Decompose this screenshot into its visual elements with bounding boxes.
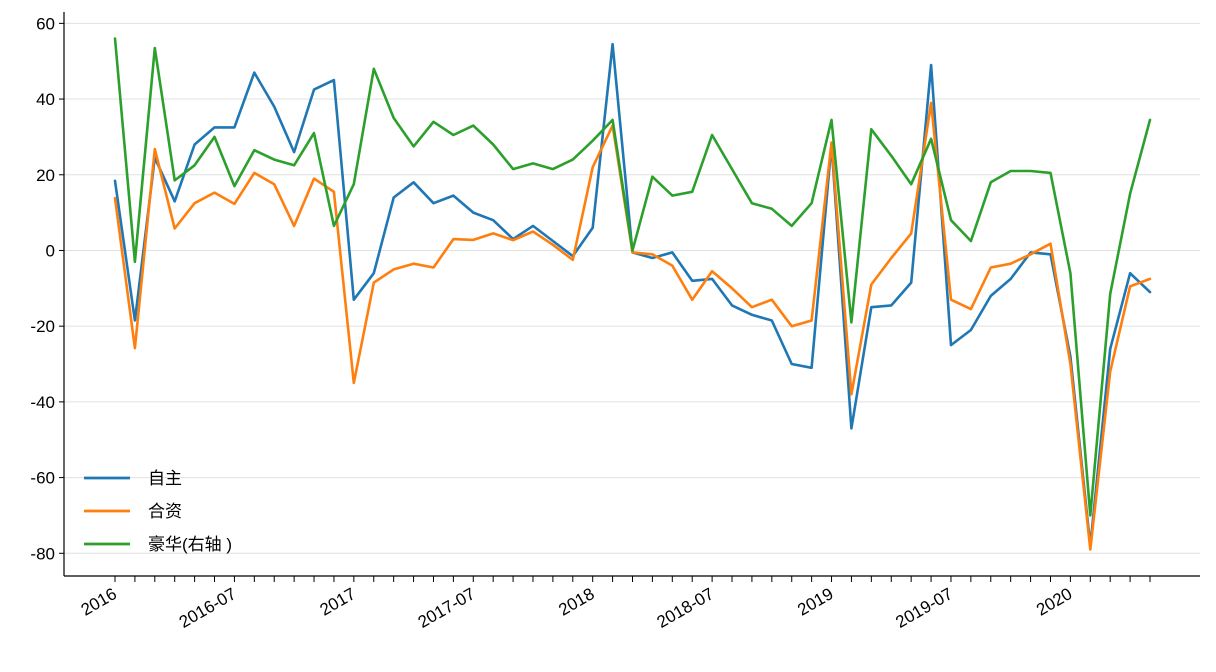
series-line-2 [113,101,1152,551]
x-tick-label: 2018-07 [654,584,718,632]
x-tick-label: 2017-07 [415,584,479,632]
x-tick-label: 2016 [78,584,120,619]
series-line-1 [113,42,1152,548]
legend-label-1: 自主 [148,469,182,488]
x-tick-label: 2020 [1033,584,1075,619]
x-tick-label: 2017 [317,584,359,619]
grid-lines [64,22,1200,554]
y-tick-label: 40 [36,90,55,109]
y-tick-label: 20 [36,166,55,185]
y-tick-label: -60 [30,469,55,488]
x-tick-label: 2019 [794,584,836,619]
x-tick-label: 2018 [555,584,597,619]
legend-label-3: 豪华(右轴 ) [148,534,232,554]
x-tick-label: 2016-07 [176,584,240,632]
y-tick-label: 60 [36,14,55,33]
legend-label-2: 合资 [148,502,182,521]
y-tick-label: -80 [30,544,55,563]
x-tick-label: 2019-07 [892,584,956,632]
series-lines [113,37,1152,551]
y-tick-label: -20 [30,317,55,336]
y-tick-label: 0 [46,241,55,260]
y-tick-label: -40 [30,393,55,412]
series-line-3 [113,37,1152,517]
